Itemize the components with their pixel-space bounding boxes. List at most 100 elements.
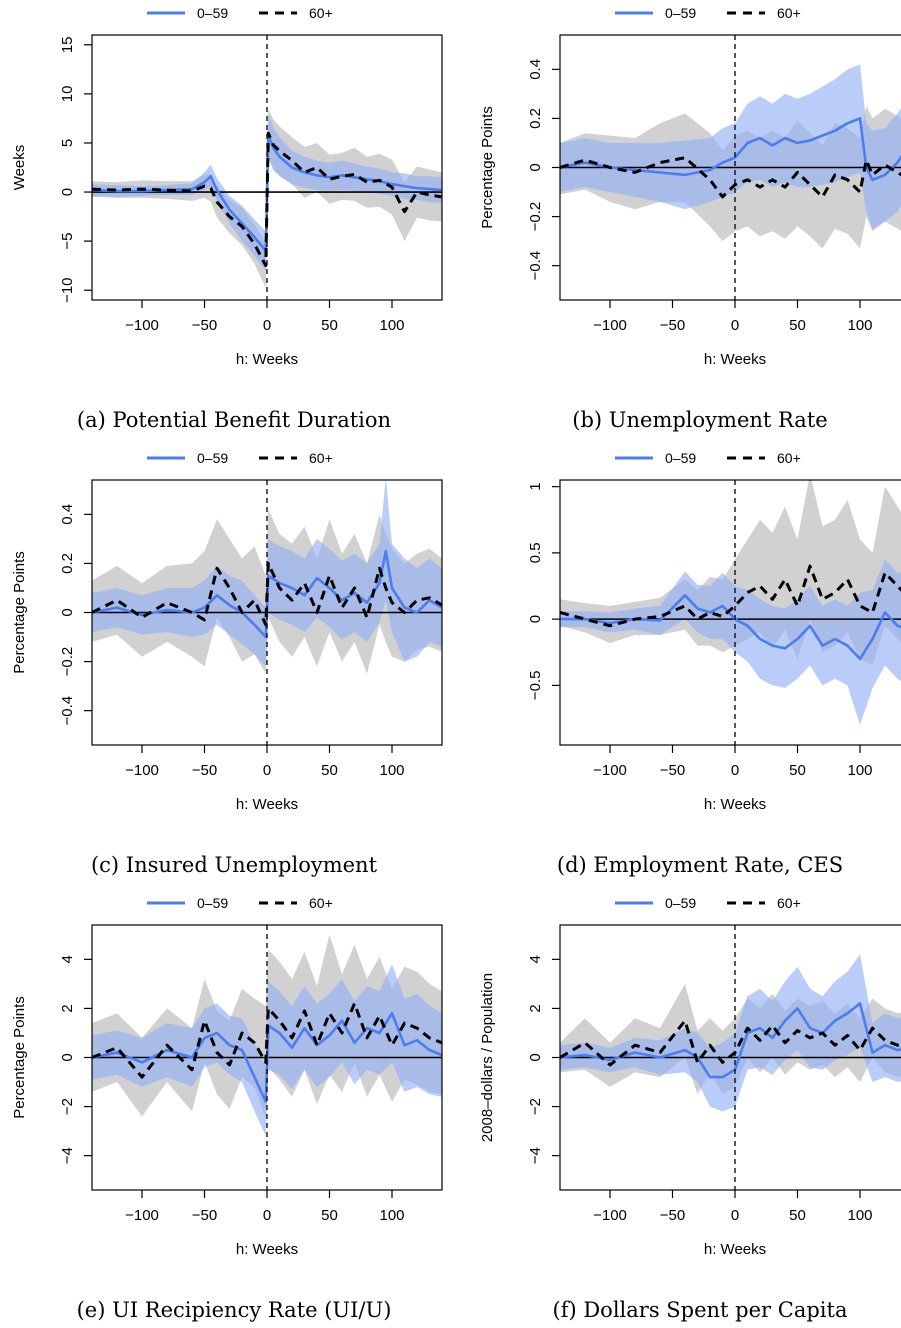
legend-label-old: 60+ [777, 5, 801, 21]
x-tick-label: 0 [263, 317, 271, 334]
x-axis-label: h: Weeks [236, 1241, 298, 1258]
series-line-old-a [92, 131, 442, 268]
y-tick-label: 0.5 [527, 542, 544, 563]
panel-caption: (a) Potential Benefit Duration [77, 408, 391, 432]
x-tick-label: 50 [321, 762, 338, 779]
y-tick-label: −0.4 [527, 251, 544, 281]
x-tick-label: −50 [660, 1207, 685, 1224]
x-tick-label: 100 [847, 1207, 872, 1224]
x-tick-label: 50 [789, 1207, 806, 1224]
series-line-young-d [560, 594, 901, 661]
x-tick-label: 0 [263, 1207, 271, 1224]
panel-caption: (f) Dollars Spent per Capita [553, 1298, 848, 1322]
y-tick-label: 0 [59, 608, 76, 616]
series-line-young-c [92, 549, 442, 639]
y-tick-label: 0.2 [527, 108, 544, 129]
y-axis-label: Percentage Points [11, 996, 28, 1119]
x-tick-label: 50 [321, 1207, 338, 1224]
y-tick-label: −2 [59, 1098, 76, 1115]
panel-b: −100 −50 0 50 100 −0.4 −0.2 0 0.2 0.4 h: Weeks Perc… [479, 5, 901, 432]
y-tick-label: 0 [527, 1053, 544, 1061]
x-axis-label: h: Weeks [236, 796, 298, 813]
panel-caption: (b) Unemployment Rate [572, 408, 827, 432]
series-line-old-d [560, 564, 901, 628]
x-tick-label: −100 [125, 317, 159, 334]
y-tick-label: 5 [59, 139, 76, 147]
x-tick-label: 100 [379, 1207, 404, 1224]
legend-label-young: 0–59 [197, 450, 228, 466]
x-tick-label: 100 [847, 762, 872, 779]
panel-caption: (d) Employment Rate, CES [557, 853, 843, 877]
y-axis-label: Weeks [11, 145, 28, 191]
y-tick-label: 4 [59, 955, 76, 963]
panel-f: −100 −50 0 50 100 −4 −2 0 2 4 h: Weeks 2008–dollars… [479, 895, 901, 1322]
y-tick-label: 0 [527, 615, 544, 623]
legend-label-old: 60+ [777, 895, 801, 911]
x-tick-label: 0 [263, 762, 271, 779]
x-tick-label: −100 [593, 317, 627, 334]
legend-a: 0–59 60+ [147, 5, 333, 21]
y-tick-label: −2 [527, 1098, 544, 1115]
y-axis-label: 2008–dollars / Population [479, 973, 496, 1142]
legend-label-young: 0–59 [197, 895, 228, 911]
band-young-d [560, 559, 901, 726]
y-tick-label: 0.4 [527, 59, 544, 80]
x-tick-label: 50 [321, 317, 338, 334]
series-line-old-c [92, 561, 442, 627]
y-axis-label: Percentage Points [479, 106, 496, 229]
y-tick-label: −0.5 [527, 671, 544, 701]
series-line-old-f [560, 1019, 901, 1067]
panel-caption: (e) UI Recipiency Rate (UI/U) [77, 1298, 392, 1322]
x-tick-label: 0 [731, 1207, 739, 1224]
series-line-old-e [92, 1002, 442, 1079]
y-tick-label: 0 [527, 163, 544, 171]
y-tick-label: 0 [59, 1053, 76, 1061]
y-tick-label: −4 [527, 1147, 544, 1164]
panel-d: −100 −50 0 50 100 −0.5 0 0.5 1 h: Weeks 0–59 60+ (d)… [527, 450, 901, 877]
y-tick-label: −5 [59, 233, 76, 250]
band-young-b [560, 64, 901, 229]
x-tick-label: −50 [192, 317, 217, 334]
x-axis-label: h: Weeks [704, 796, 766, 813]
x-tick-label: −100 [125, 1207, 159, 1224]
plot-area-d [560, 480, 901, 726]
y-tick-label: 0.4 [59, 504, 76, 525]
y-tick-label: 2 [59, 1004, 76, 1012]
legend-f: 0–59 60+ [615, 895, 801, 911]
y-tick-label: 2 [527, 1004, 544, 1012]
x-tick-label: 50 [789, 762, 806, 779]
legend-e: 0–59 60+ [147, 895, 333, 911]
legend-label-young: 0–59 [197, 5, 228, 21]
x-tick-label: 100 [379, 762, 404, 779]
legend-label-old: 60+ [309, 895, 333, 911]
legend-c: 0–59 60+ [147, 450, 333, 466]
legend-label-young: 0–59 [665, 895, 696, 911]
y-tick-label: −10 [59, 277, 76, 302]
y-tick-label: 0 [59, 188, 76, 196]
series-line-young-b [560, 117, 901, 182]
legend-label-old: 60+ [777, 450, 801, 466]
plot-area-f [560, 954, 901, 1112]
legend-d: 0–59 60+ [615, 450, 801, 466]
legend-label-old: 60+ [309, 450, 333, 466]
band-young-f [560, 954, 901, 1112]
band-young-c [92, 480, 442, 667]
y-tick-label: −0.2 [59, 647, 76, 677]
legend-label-old: 60+ [309, 5, 333, 21]
y-axis-label: Percentage Points [11, 551, 28, 674]
y-tick-label: 10 [59, 86, 76, 103]
x-tick-label: 50 [789, 317, 806, 334]
plot-area-b [560, 64, 901, 249]
y-tick-label: −0.2 [527, 202, 544, 232]
x-tick-label: −50 [192, 762, 217, 779]
x-tick-label: 0 [731, 762, 739, 779]
legend-label-young: 0–59 [665, 5, 696, 21]
x-tick-label: −50 [192, 1207, 217, 1224]
legend-label-young: 0–59 [665, 450, 696, 466]
panel-c: −100 −50 0 50 100 −0.4 −0.2 0 0.2 0.4 h: Weeks Perc… [11, 450, 443, 877]
x-tick-label: −100 [593, 1207, 627, 1224]
y-tick-label: 0.2 [59, 553, 76, 574]
x-tick-label: −100 [125, 762, 159, 779]
